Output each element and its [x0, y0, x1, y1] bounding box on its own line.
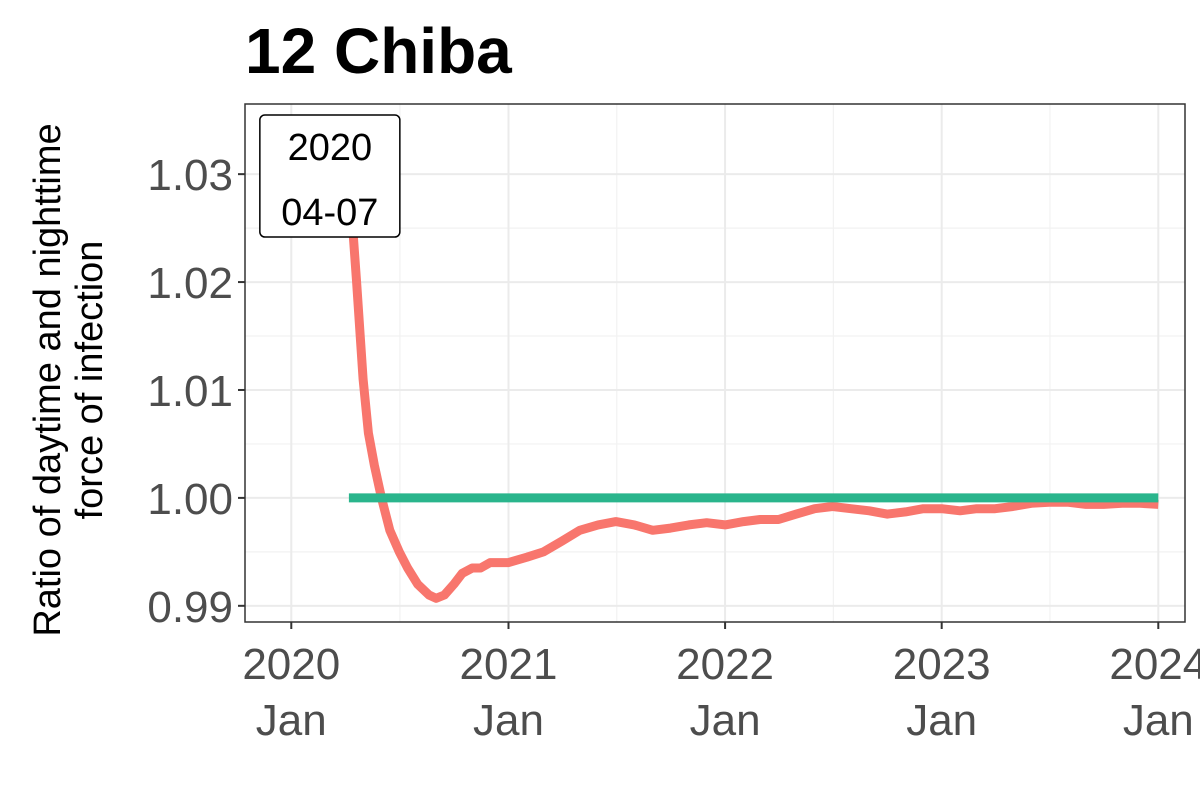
axes: 0.99 1.00 1.01 1.02 1.03 2020 Jan 2021 Jan 2022 Ja…	[147, 151, 1200, 745]
x-tick-label-month: Jan	[906, 696, 977, 745]
annotation-box	[259, 114, 401, 238]
y-axis-label-line-2: force of infection	[69, 241, 111, 520]
x-tick-label-month: Jan	[473, 696, 544, 745]
annotation-group: 2020 04-07	[259, 114, 401, 238]
chart-title: 12 Chiba	[245, 15, 512, 87]
x-tick-label-month: Jan	[256, 696, 327, 745]
x-tick-label-month: Jan	[1123, 696, 1194, 745]
y-tick-label: 1.01	[147, 367, 233, 416]
y-tick-label: 0.99	[147, 583, 233, 632]
grid	[245, 104, 1185, 622]
x-tick-label-year: 2020	[242, 640, 340, 689]
x-tick-label-year: 2024	[1109, 640, 1200, 689]
series-line-1	[344, 173, 1159, 603]
x-tick-label-year: 2022	[676, 640, 774, 689]
y-axis-label-line-1: Ratio of daytime and nighttime	[27, 123, 69, 636]
y-axis-label: Ratio of daytime and nighttime force of …	[27, 123, 111, 636]
y-tick-label: 1.00	[147, 475, 233, 524]
y-tick-label: 1.03	[147, 151, 233, 200]
annotation-year: 2020	[288, 127, 373, 169]
series-group	[344, 173, 1159, 603]
x-tick-label-month: Jan	[690, 696, 761, 745]
annotation-date: 04-07	[281, 192, 378, 234]
plot-panel-border	[244, 103, 1186, 623]
x-tick-label-year: 2023	[893, 640, 991, 689]
y-tick-label: 1.02	[147, 259, 233, 308]
x-tick-label-year: 2021	[460, 640, 558, 689]
